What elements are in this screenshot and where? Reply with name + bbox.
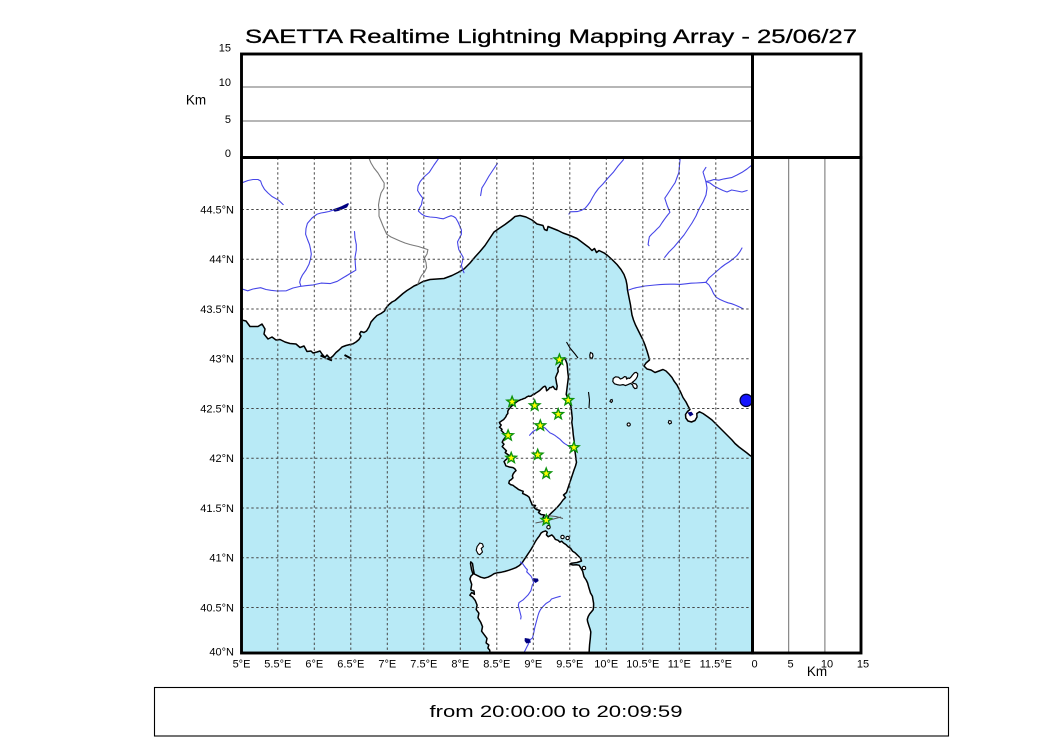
- svg-text:10: 10: [219, 77, 231, 89]
- svg-text:0: 0: [225, 148, 231, 160]
- svg-text:6°E: 6°E: [305, 658, 323, 670]
- svg-text:Km: Km: [807, 664, 827, 679]
- svg-text:Km: Km: [186, 93, 206, 108]
- svg-text:SAETTA Realtime Lightning Mapp: SAETTA Realtime Lightning Mapping Array …: [245, 26, 857, 48]
- svg-text:10°E: 10°E: [594, 658, 618, 670]
- svg-text:6.5°E: 6.5°E: [337, 658, 364, 670]
- svg-text:43°N: 43°N: [209, 354, 234, 366]
- svg-text:7°E: 7°E: [378, 658, 396, 670]
- svg-text:43.5°N: 43.5°N: [200, 304, 234, 316]
- svg-text:11°E: 11°E: [668, 658, 691, 670]
- svg-text:8.5°E: 8.5°E: [483, 658, 510, 670]
- svg-text:5°E: 5°E: [233, 658, 251, 670]
- svg-text:44°N: 44°N: [209, 254, 234, 266]
- svg-text:42°N: 42°N: [209, 453, 234, 465]
- svg-text:41°N: 41°N: [209, 553, 234, 565]
- svg-text:5.5°E: 5.5°E: [264, 658, 291, 670]
- svg-text:40.5°N: 40.5°N: [200, 602, 234, 614]
- svg-text:15: 15: [219, 43, 231, 55]
- svg-text:0: 0: [751, 658, 757, 670]
- svg-text:5: 5: [225, 114, 231, 126]
- svg-text:8°E: 8°E: [451, 658, 469, 670]
- svg-text:41.5°N: 41.5°N: [200, 503, 234, 515]
- svg-text:10.5°E: 10.5°E: [626, 658, 659, 670]
- svg-text:44.5°N: 44.5°N: [200, 204, 234, 216]
- svg-text:10: 10: [821, 658, 833, 670]
- svg-text:5: 5: [787, 658, 793, 670]
- svg-text:7.5°E: 7.5°E: [410, 658, 437, 670]
- svg-text:9°E: 9°E: [524, 658, 542, 670]
- svg-text:40°N: 40°N: [209, 646, 234, 658]
- svg-text:9.5°E: 9.5°E: [556, 658, 583, 670]
- svg-text:42.5°N: 42.5°N: [200, 403, 234, 415]
- svg-text:11.5°E: 11.5°E: [700, 658, 732, 670]
- svg-text:from 20:00:00 to 20:09:59: from 20:00:00 to 20:09:59: [430, 702, 683, 721]
- svg-text:15: 15: [857, 658, 869, 670]
